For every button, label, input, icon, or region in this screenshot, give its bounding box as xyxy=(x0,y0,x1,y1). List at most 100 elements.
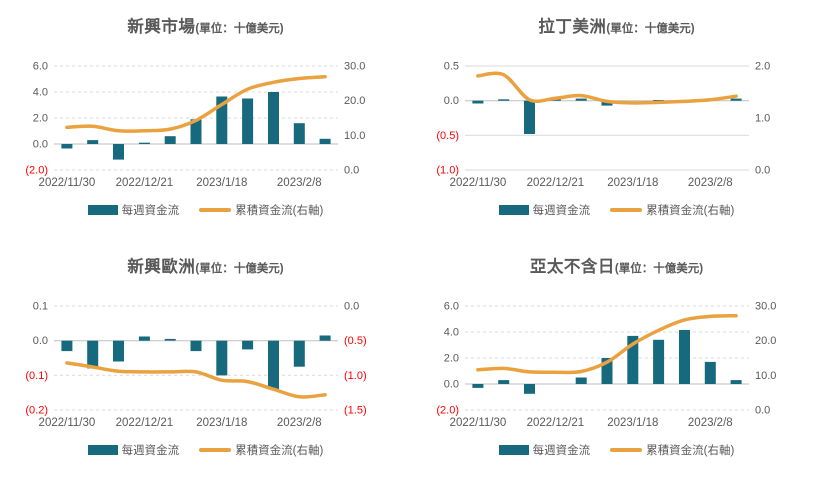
chart-title-text: 新興歐洲 xyxy=(127,258,196,276)
weekly-flow-bar xyxy=(164,338,176,341)
chart-canvas: 0.1 0.0 (0.1) (0.2) 0.0 (0.5) (1.0) (1.5) 2022/1… xyxy=(25,301,367,430)
weekly-flow-bar xyxy=(138,142,150,144)
cumulative-flow-swatch-icon xyxy=(610,208,643,212)
weekly-flow-bar xyxy=(293,123,305,144)
weekly-flow-bar xyxy=(319,335,331,341)
chart-card-emerging-europe: 新興歐洲(單位：十億美元) 0.1 0.0 (0.1) (0.2) 0.0 (0.5) (1… xyxy=(0,240,411,480)
weekly-flow-bar xyxy=(87,140,99,144)
chart-legend: 每週資金流 累積資金流(右軸) xyxy=(411,202,822,218)
weekly-flow-swatch-icon xyxy=(87,445,118,455)
cumulative-flow-line xyxy=(65,74,327,133)
left-axis-tick-label: (1.0) xyxy=(436,165,459,177)
chart-title: 拉丁美洲(單位：十億美元) xyxy=(411,13,822,37)
x-axis-tick-label: 2022/12/21 xyxy=(116,177,174,189)
x-axis-tick-label: 2023/2/8 xyxy=(688,177,733,189)
weekly-flow-bar xyxy=(524,100,535,134)
weekly-flow-bar xyxy=(242,98,254,144)
right-axis-tick-label: 30.0 xyxy=(755,301,776,313)
chart-title: 新興市場(單位：十億美元) xyxy=(0,13,411,37)
right-axis-tick-label: 10.0 xyxy=(344,130,365,142)
right-axis-tick-label: 0.0 xyxy=(344,165,359,177)
weekly-flow-bar xyxy=(472,100,484,104)
weekly-flow-swatch-icon xyxy=(498,205,529,215)
x-axis-tick-label: 2022/12/21 xyxy=(116,417,174,429)
weekly-flow-bar xyxy=(138,336,150,341)
weekly-flow-bar xyxy=(549,99,561,101)
weekly-flow-bar xyxy=(601,358,613,384)
cumulative-flow-line xyxy=(476,313,738,375)
legend-bar-label: 每週資金流 xyxy=(121,205,180,217)
x-axis-tick-label: 2023/1/18 xyxy=(196,417,247,429)
cumulative-flow-line xyxy=(65,361,327,399)
left-axis-tick-label: 0.1 xyxy=(33,301,48,313)
weekly-flow-bar xyxy=(216,340,228,376)
x-axis-tick-label: 2022/12/21 xyxy=(527,177,585,189)
weekly-flow-bar xyxy=(498,380,510,384)
chart-card-apac-ex-japan: 亞太不含日(單位：十億美元) 6.0 4.0 2.0 0.0 (2.0) 30.0 20.0… xyxy=(411,240,822,480)
weekly-flow-bar xyxy=(319,138,331,144)
left-axis-tick-label: 2.0 xyxy=(33,113,48,125)
x-axis-tick-label: 2022/11/30 xyxy=(39,177,96,189)
chart-title: 新興歐洲(單位：十億美元) xyxy=(0,253,411,277)
x-axis-tick-label: 2023/1/18 xyxy=(196,177,247,189)
chart-title: 亞太不含日(單位：十億美元) xyxy=(411,253,822,277)
chart-title-text: 新興市場 xyxy=(127,18,196,36)
weekly-flow-bar xyxy=(190,340,202,352)
x-axis-tick-label: 2023/2/8 xyxy=(277,417,322,429)
legend-line-label: 累積資金流(右軸) xyxy=(646,445,735,457)
weekly-flow-bar xyxy=(730,380,742,384)
legend-bar-label: 每週資金流 xyxy=(532,445,591,457)
left-axis-tick-label: 0.0 xyxy=(444,95,459,107)
weekly-flow-bar xyxy=(653,100,665,101)
legend-line-label: 累積資金流(右軸) xyxy=(235,205,324,217)
weekly-flow-bar xyxy=(575,98,587,101)
right-axis-tick-label: 0.0 xyxy=(755,405,770,417)
x-axis-tick-label: 2023/2/8 xyxy=(688,417,733,429)
right-axis-tick-label: 20.0 xyxy=(344,95,365,107)
weekly-flow-bar xyxy=(216,96,228,144)
weekly-flow-bar xyxy=(113,340,124,362)
x-axis-tick-label: 2022/12/21 xyxy=(527,417,585,429)
weekly-flow-bar xyxy=(113,144,124,160)
right-axis-tick-label: (1.5) xyxy=(344,405,367,417)
weekly-flow-bar xyxy=(61,340,73,352)
x-axis-tick-label: 2023/2/8 xyxy=(277,177,322,189)
left-axis-tick-label: (2.0) xyxy=(436,405,459,417)
weekly-flow-bar xyxy=(472,384,484,388)
right-axis-tick-label: (1.0) xyxy=(344,370,367,382)
legend-bar-label: 每週資金流 xyxy=(121,445,180,457)
right-axis-tick-label: (0.5) xyxy=(344,335,367,347)
right-axis-tick-label: 10.0 xyxy=(755,370,776,382)
weekly-flow-bar xyxy=(498,99,510,101)
left-axis-tick-label: (2.0) xyxy=(25,165,48,177)
x-axis-tick-label: 2022/11/30 xyxy=(450,177,507,189)
x-axis-tick-label: 2022/11/30 xyxy=(39,417,96,429)
chart-card-emerging-markets: 新興市場(單位：十億美元) 6.0 4.0 2.0 0.0 (2.0) 30.0 20.0 1… xyxy=(0,0,411,240)
weekly-flow-bar xyxy=(190,119,202,144)
weekly-flow-bar xyxy=(61,144,73,149)
cumulative-flow-swatch-icon xyxy=(199,208,232,212)
weekly-flow-bar xyxy=(268,92,279,144)
right-axis-tick-label: 2.0 xyxy=(755,61,770,73)
right-axis-tick-label: 1.0 xyxy=(755,113,770,125)
left-axis-tick-label: 0.0 xyxy=(33,139,48,151)
chart-canvas: 6.0 4.0 2.0 0.0 (2.0) 30.0 20.0 10.0 0.0 2022/11/… xyxy=(436,301,776,430)
right-axis-tick-label: 0.0 xyxy=(755,165,770,177)
left-axis-tick-label: 0.0 xyxy=(444,379,459,391)
weekly-flow-bar xyxy=(704,361,716,384)
chart-canvas: 0.5 0.0 (0.5) (1.0) 2.0 1.0 0.0 2022/11/30 2022/… xyxy=(436,61,770,190)
weekly-flow-bar xyxy=(164,136,176,144)
weekly-flow-bar xyxy=(242,340,254,350)
cumulative-flow-swatch-icon xyxy=(610,448,643,452)
chart-title-text: 拉丁美洲 xyxy=(538,18,607,36)
left-axis-tick-label: (0.5) xyxy=(436,130,459,142)
left-axis-tick-label: 0.0 xyxy=(33,335,48,347)
cumulative-flow-line xyxy=(476,71,738,105)
weekly-flow-swatch-icon xyxy=(498,445,529,455)
cumulative-flow-swatch-icon xyxy=(199,448,232,452)
left-axis-tick-label: (0.1) xyxy=(25,370,48,382)
weekly-flow-bar xyxy=(293,340,305,367)
weekly-flow-bar xyxy=(575,377,587,384)
weekly-flow-bar xyxy=(524,384,535,394)
